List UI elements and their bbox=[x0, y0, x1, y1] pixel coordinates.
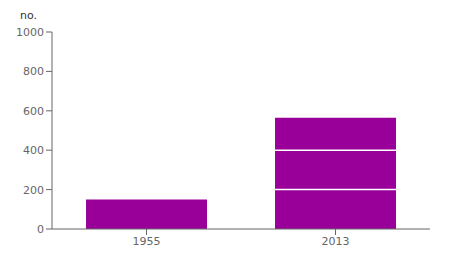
svg-text:400: 400 bbox=[23, 144, 44, 157]
svg-text:1955: 1955 bbox=[133, 235, 161, 248]
svg-text:0: 0 bbox=[37, 223, 44, 236]
svg-text:1000: 1000 bbox=[16, 26, 44, 39]
svg-text:2013: 2013 bbox=[322, 235, 350, 248]
svg-text:200: 200 bbox=[23, 184, 44, 197]
svg-text:800: 800 bbox=[23, 65, 44, 78]
svg-text:600: 600 bbox=[23, 105, 44, 118]
html-text:no.: no. bbox=[20, 9, 37, 22]
